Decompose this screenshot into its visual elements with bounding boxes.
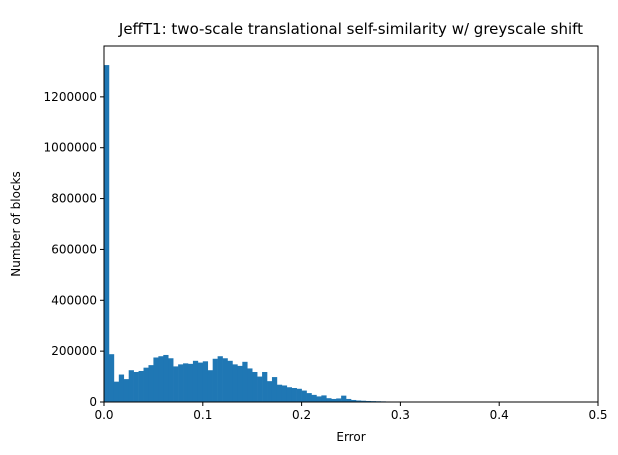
histogram-bar [192, 360, 199, 402]
x-axis-ticks: 0.0 0.1 0.2 0.3 0.4 0.5 [94, 402, 608, 422]
chart-title: JeffT1: two-scale translational self-sim… [118, 20, 583, 38]
y-tick-label: 1200000 [44, 90, 97, 104]
plot-frame [103, 45, 599, 403]
histogram-bar [197, 362, 204, 402]
histogram-bar [187, 363, 194, 402]
histogram-bar [158, 356, 164, 402]
x-tick-label: 0.5 [588, 408, 607, 422]
y-tick-label: 1000000 [44, 141, 97, 155]
histogram-bar [237, 365, 243, 402]
histogram-bar [262, 371, 268, 402]
histogram-bar [163, 354, 169, 402]
histogram-bar [355, 400, 362, 402]
histogram-bar [301, 390, 307, 402]
histogram-bar [148, 365, 154, 402]
histogram-bar [316, 396, 322, 402]
histogram-bar [138, 370, 144, 402]
histogram-bar [143, 367, 149, 402]
y-axis-label: Number of blocks [9, 171, 23, 277]
histogram-bar [128, 370, 134, 402]
histogram-bar [360, 400, 367, 402]
histogram-bar [222, 358, 228, 402]
histogram-bar [346, 398, 352, 402]
histogram-bar [212, 358, 218, 402]
histogram-bar [153, 357, 159, 402]
histogram-bar [202, 361, 209, 402]
histogram-bar [183, 363, 189, 402]
histogram-bar [365, 400, 372, 402]
x-tick-label: 0.3 [391, 408, 410, 422]
histogram-bar [326, 398, 332, 402]
histogram-bar [104, 65, 110, 402]
histogram-bar [257, 376, 263, 402]
histogram-bar [291, 388, 297, 402]
histogram-bar [276, 384, 283, 402]
x-axis-label: Error [336, 430, 365, 444]
histogram-bar [286, 387, 293, 402]
y-tick-label: 200000 [51, 344, 97, 358]
histogram-bar [341, 395, 347, 402]
histogram-bar [108, 354, 115, 402]
histogram-bar [123, 379, 129, 402]
x-tick-label: 0.4 [490, 408, 509, 422]
y-tick-label: 400000 [51, 293, 97, 307]
histogram-bar [311, 394, 317, 402]
histogram-bar [242, 361, 248, 402]
histogram-bar [351, 399, 357, 402]
histogram-bar [267, 381, 273, 402]
histogram-bar [133, 371, 139, 402]
histogram-bar [227, 360, 233, 402]
x-tick-label: 0.0 [94, 408, 113, 422]
histogram-bar [118, 374, 125, 402]
y-tick-label: 600000 [51, 242, 97, 256]
histogram-bar [271, 377, 278, 402]
y-tick-label: 0 [89, 395, 97, 409]
histogram-bar [306, 393, 312, 402]
histogram-bar [296, 388, 302, 402]
x-tick-label: 0.2 [292, 408, 311, 422]
histogram-bar [113, 381, 120, 402]
histogram-bar [232, 364, 238, 402]
histogram-bar [281, 385, 288, 402]
y-axis-ticks: 0 200000 400000 600000 800000 1000000 1200000 [44, 90, 104, 409]
histogram-bar [207, 370, 213, 402]
histogram-bar [168, 358, 174, 402]
histogram-bar [321, 395, 327, 402]
histogram-bar [336, 398, 342, 402]
histogram-bar [247, 368, 253, 402]
histogram-bar [173, 366, 179, 402]
histogram-bars [104, 65, 441, 402]
histogram-bar [178, 364, 184, 402]
x-tick-label: 0.1 [193, 408, 212, 422]
histogram-bar [217, 356, 223, 402]
y-tick-label: 800000 [51, 192, 97, 206]
histogram-bar [252, 371, 258, 402]
histogram-bar [331, 398, 337, 402]
